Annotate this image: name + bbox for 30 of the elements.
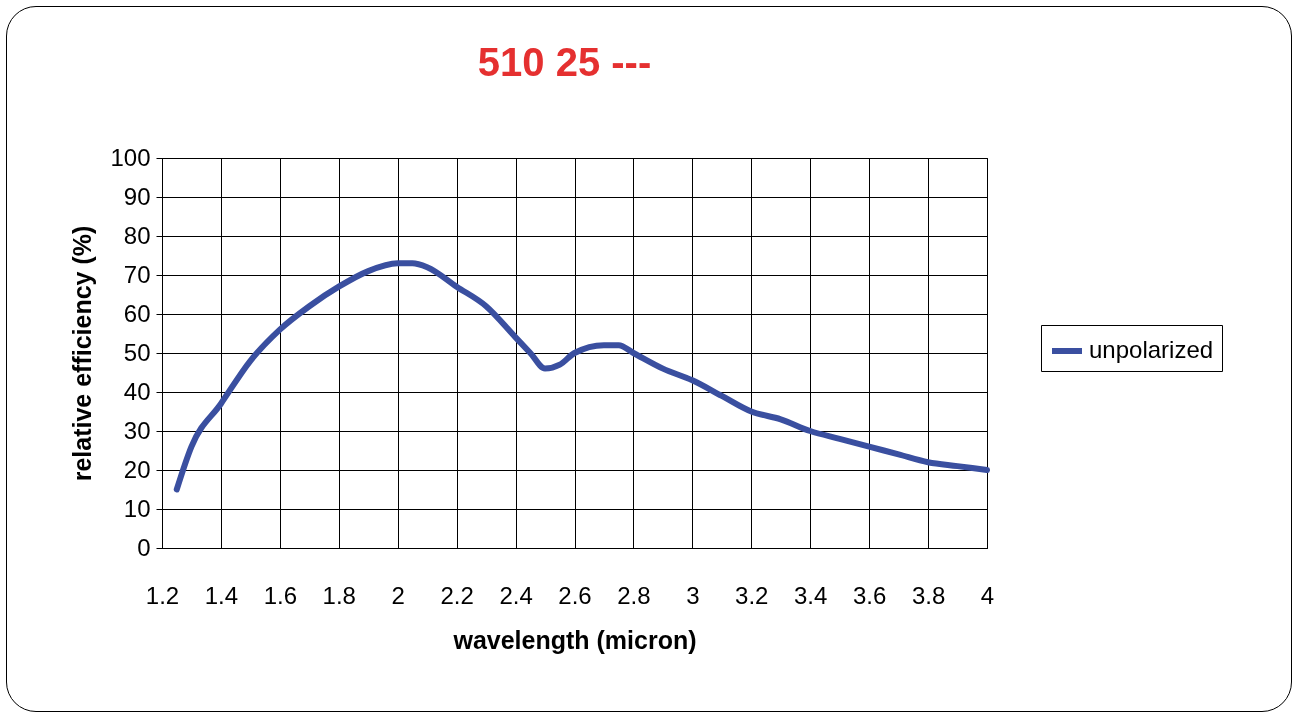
- x-tick-label: 1.2: [145, 581, 180, 609]
- y-tick-label: 40: [123, 377, 151, 405]
- legend-label: unpolarized: [1089, 336, 1214, 363]
- x-tick-label: 2.8: [617, 581, 651, 609]
- x-axis-title: wavelength (micron): [452, 625, 697, 654]
- y-tick-label: 70: [123, 260, 151, 288]
- y-tick-label: 10: [123, 494, 151, 522]
- y-tick-label: 100: [110, 143, 151, 171]
- y-tick-label: 30: [123, 416, 151, 444]
- x-tick-label: 3.2: [735, 581, 769, 609]
- x-tick-label: 2.2: [440, 581, 474, 609]
- x-tick-label: 4: [980, 581, 995, 609]
- x-tick-label: 3.6: [852, 581, 887, 609]
- x-tick-label: 2.6: [558, 581, 592, 609]
- x-tick-label: 3.4: [794, 581, 828, 609]
- y-tick-label: 20: [123, 455, 151, 483]
- y-tick-label: 80: [123, 221, 151, 249]
- x-tick-label: 1.4: [204, 581, 239, 609]
- chart-title: 510 25 ---: [477, 40, 652, 84]
- x-tick-label: 1.6: [263, 581, 298, 609]
- y-axis-title: relative efficiency (%): [68, 225, 97, 482]
- y-tick-label: 90: [123, 182, 151, 210]
- x-tick-label: 3: [686, 581, 700, 609]
- y-tick-label: 50: [123, 338, 151, 366]
- y-tick-label: 0: [137, 533, 151, 561]
- x-tick-label: 2: [391, 581, 405, 609]
- y-tick-label: 60: [123, 299, 151, 327]
- x-tick-label: 3.8: [911, 581, 946, 609]
- x-tick-label: 1.8: [322, 581, 356, 609]
- x-tick-label: 2.4: [499, 581, 533, 609]
